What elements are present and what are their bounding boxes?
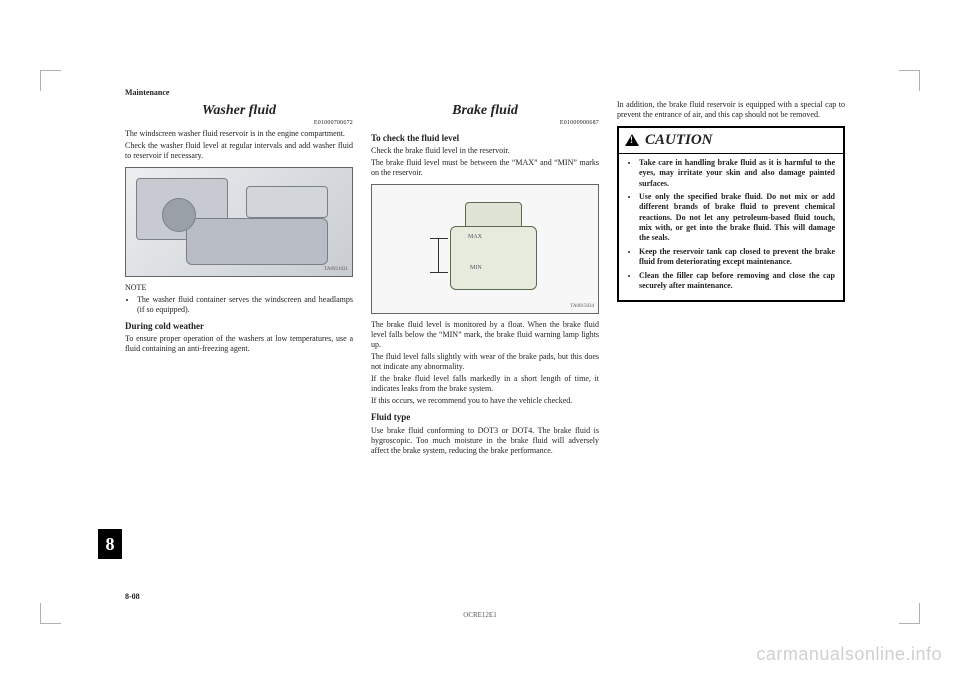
body-text: The windscreen washer fluid reservoir is… — [125, 129, 353, 139]
body-text: Check the washer fluid level at regular … — [125, 141, 353, 161]
warning-triangle-icon — [625, 134, 639, 146]
page-number: 8-08 — [125, 592, 140, 601]
brake-reservoir-figure: MAX MIN TA0015034 — [371, 184, 599, 314]
section-code: E01000900687 — [371, 120, 599, 128]
column-2: Brake fluid E01000900687 To check the fl… — [371, 100, 599, 600]
body-text: Use brake fluid conforming to DOT3 or DO… — [371, 426, 599, 456]
body-text: Check the brake fluid level in the reser… — [371, 146, 599, 156]
subhead-fluid-type: Fluid type — [371, 412, 599, 423]
figure-label-max: MAX — [468, 234, 482, 242]
caution-item: Keep the reservoir tank cap closed to pr… — [639, 247, 835, 268]
washer-fluid-figure: TA0921031 — [125, 167, 353, 277]
note-item: The washer fluid container serves the wi… — [137, 295, 353, 315]
section-tab: 8 — [98, 529, 122, 559]
doc-code: OCRE12E1 — [0, 611, 960, 619]
caution-box: CAUTION Take care in handling brake flui… — [617, 126, 845, 302]
body-text: If this occurs, we recommend you to have… — [371, 396, 599, 406]
figure-code: TA0921031 — [324, 267, 348, 273]
caution-label: CAUTION — [645, 131, 713, 150]
body-text: The brake fluid level must be between th… — [371, 158, 599, 178]
caution-item: Take care in handling brake fluid as it … — [639, 158, 835, 189]
body-text: If the brake fluid level falls markedly … — [371, 374, 599, 394]
watermark: carmanualsonline.info — [756, 644, 942, 665]
caution-body: Take care in handling brake fluid as it … — [619, 154, 843, 301]
figure-code: TA0015034 — [570, 304, 594, 310]
subhead-check-level: To check the fluid level — [371, 133, 599, 144]
note-label: NOTE — [125, 283, 353, 293]
caution-item: Use only the specified brake fluid. Do n… — [639, 192, 835, 244]
crop-mark — [899, 70, 920, 91]
column-3: In addition, the brake fluid reservoir i… — [617, 100, 845, 600]
note-list: The washer fluid container serves the wi… — [137, 295, 353, 315]
content-columns: Washer fluid E01000700672 The windscreen… — [125, 100, 845, 600]
body-text: The fluid level falls slightly with wear… — [371, 352, 599, 372]
caution-header: CAUTION — [619, 128, 843, 154]
caution-item: Clean the filler cap before removing and… — [639, 271, 835, 292]
body-text: To ensure proper operation of the washer… — [125, 334, 353, 354]
section-title-washer-fluid: Washer fluid — [125, 102, 353, 120]
column-1: Washer fluid E01000700672 The windscreen… — [125, 100, 353, 600]
subhead-cold-weather: During cold weather — [125, 321, 353, 332]
body-text: In addition, the brake fluid reservoir i… — [617, 100, 845, 120]
section-code: E01000700672 — [125, 120, 353, 128]
chapter-heading: Maintenance — [125, 88, 169, 97]
section-title-brake-fluid: Brake fluid — [371, 102, 599, 120]
crop-mark — [40, 70, 61, 91]
figure-label-min: MIN — [470, 265, 482, 273]
page: Maintenance Washer fluid E01000700672 Th… — [0, 0, 960, 679]
body-text: The brake fluid level is monitored by a … — [371, 320, 599, 350]
